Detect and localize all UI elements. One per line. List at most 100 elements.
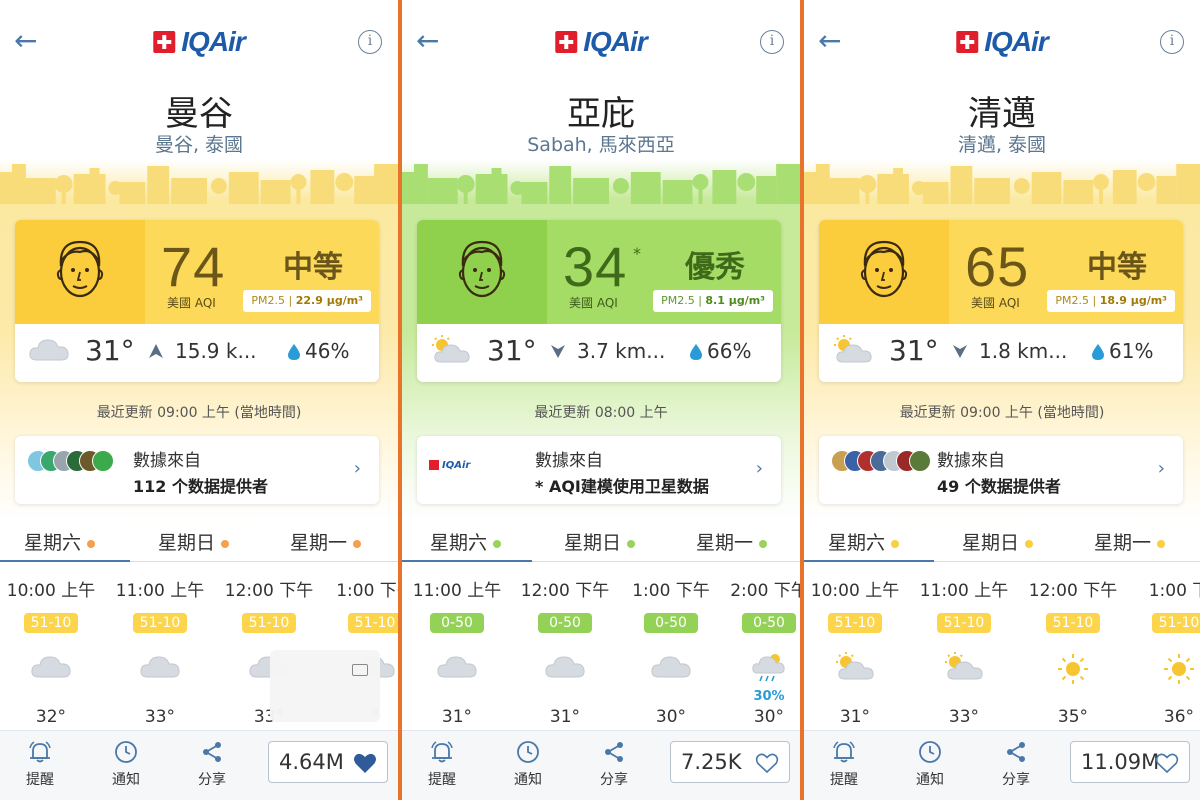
- wind-direction-icon: [549, 342, 567, 364]
- favorite-count: 7.25K: [681, 750, 742, 774]
- city-region: 清邁, 泰國: [957, 134, 1047, 156]
- partly-cloudy-icon: [831, 334, 875, 370]
- back-arrow-icon[interactable]: ←: [416, 24, 440, 57]
- humidity-drop-icon: [689, 343, 703, 365]
- active-tab-indicator: [402, 560, 532, 562]
- aqi-level: 中等: [283, 250, 343, 285]
- hour-time: 1:00 下: [1148, 581, 1200, 601]
- alerts-button[interactable]: 提醒: [10, 739, 70, 789]
- hourly-forecast-item: 11:00 上午 0-50 31°: [402, 576, 512, 727]
- source-logo: IQAir: [429, 452, 525, 478]
- aqi-card[interactable]: 65 美國 AQI 中等 PM2.5 | 18.9 µg/m³ 31° 1.8 km...…: [819, 220, 1183, 382]
- aqi-unit: 美國 AQI: [167, 296, 216, 310]
- aqi-card[interactable]: 34 * 美國 AQI 優秀 PM2.5 | 8.1 µg/m³ 31° 3.7 km...…: [417, 220, 781, 382]
- last-updated: 最近更新 09:00 上午 (當地時間): [96, 405, 302, 421]
- hour-time: 10:00 上午: [810, 581, 900, 601]
- rain-chance: 30%: [753, 689, 785, 704]
- aqi-dot: [1157, 539, 1166, 548]
- hour-aqi-badge: 0-50: [538, 613, 592, 633]
- face-icon: [417, 220, 547, 324]
- info-icon[interactable]: i: [1160, 30, 1184, 54]
- hour-time: 1:00 下午: [632, 581, 710, 601]
- share-button[interactable]: 分享: [986, 739, 1046, 789]
- notifications-button[interactable]: 通知: [900, 739, 960, 789]
- share-button[interactable]: 分享: [584, 739, 644, 789]
- hour-time: 11:00 上午: [919, 581, 1009, 601]
- current-temperature: 31°: [487, 334, 537, 367]
- day-tab[interactable]: 星期日: [564, 528, 636, 555]
- hour-aqi-badge: 51-10: [1152, 613, 1200, 633]
- hour-temperature: 35°: [1057, 707, 1089, 727]
- aqi-dot: [221, 539, 230, 548]
- day-tab[interactable]: 星期日: [962, 528, 1034, 555]
- provider-logos: [27, 450, 123, 476]
- hour-aqi-badge: 51-10: [348, 613, 398, 633]
- favorite-button[interactable]: 11.09M: [1070, 741, 1190, 783]
- hourly-forecast-item: 1:00 下午 0-50 30°: [616, 576, 726, 727]
- iqair-logo: IQAir: [555, 26, 648, 58]
- city-name: 曼谷: [165, 94, 233, 134]
- hourly-forecast-item: 1:00 下 51-10 36°: [1124, 576, 1200, 727]
- hour-temperature: 30°: [753, 707, 785, 727]
- day-tab[interactable]: 星期六: [24, 528, 96, 555]
- info-icon[interactable]: i: [760, 30, 784, 54]
- alerts-button[interactable]: 提醒: [814, 739, 874, 789]
- favorite-button[interactable]: 7.25K: [670, 741, 790, 783]
- back-arrow-icon[interactable]: ←: [818, 24, 842, 57]
- notifications-button[interactable]: 通知: [498, 739, 558, 789]
- top-bar: ← IQAir i: [804, 22, 1200, 64]
- chevron-right-icon: ›: [353, 458, 361, 479]
- data-source-card[interactable]: 數據來自 49 个数据提供者 ›: [819, 436, 1183, 504]
- aqi-card[interactable]: 74 美國 AQI 中等 PM2.5 | 22.9 µg/m³ 31° 15.9 k...…: [15, 220, 379, 382]
- pm25-badge: PM2.5 | 22.9 µg/m³: [243, 290, 371, 312]
- city-skyline: [0, 158, 398, 204]
- data-source-card[interactable]: IQAir 數據來自 * AQI建模使用卫星数据 ›: [417, 436, 781, 504]
- cloud-icon: [510, 651, 620, 697]
- hour-temperature: 31°: [441, 707, 473, 727]
- hour-temperature: 31°: [839, 707, 871, 727]
- data-source-card[interactable]: 數據來自 112 个数据提供者 ›: [15, 436, 379, 504]
- day-tab[interactable]: 星期一: [1094, 528, 1166, 555]
- video-icon: [352, 664, 368, 676]
- hour-aqi-badge: 51-10: [1046, 613, 1100, 633]
- face-icon: [819, 220, 949, 324]
- weather-row: 31° 15.9 k... 46%: [15, 324, 379, 382]
- city-skyline: [402, 158, 800, 204]
- partly-cloudy-icon: [909, 651, 1019, 697]
- hourly-forecast-item: 2:00 下午 0-50 30% 30°: [714, 576, 800, 727]
- share-button[interactable]: 分享: [182, 739, 242, 789]
- day-tab[interactable]: 星期一: [290, 528, 362, 555]
- aqi-value: 65: [965, 235, 1030, 298]
- source-detail: 49 个数据提供者: [937, 477, 1061, 496]
- hourly-forecast-item: 11:00 上午 51-10 33°: [105, 576, 215, 727]
- hourly-forecast-item: 12:00 下午 51-10 33°: [214, 576, 324, 727]
- day-tab[interactable]: 星期日: [158, 528, 230, 555]
- floating-overlay[interactable]: [270, 650, 380, 722]
- aqi-summary: 74 美國 AQI 中等 PM2.5 | 22.9 µg/m³: [15, 220, 379, 324]
- notifications-button[interactable]: 通知: [96, 739, 156, 789]
- source-detail: * AQI建模使用卫星数据: [535, 477, 709, 496]
- hour-time: 1:00 下午: [336, 581, 398, 601]
- info-icon[interactable]: i: [358, 30, 382, 54]
- aqi-unit: 美國 AQI: [971, 296, 1020, 310]
- hour-time: 11:00 上午: [115, 581, 205, 601]
- favorite-count: 4.64M: [279, 750, 344, 774]
- swiss-flag-icon: [555, 31, 578, 53]
- day-tab[interactable]: 星期一: [696, 528, 768, 555]
- back-arrow-icon[interactable]: ←: [14, 24, 38, 57]
- cloud-icon: [402, 651, 512, 697]
- day-tab[interactable]: 星期六: [828, 528, 900, 555]
- hour-time: 12:00 下午: [520, 581, 610, 601]
- hour-aqi-badge: 0-50: [742, 613, 796, 633]
- last-updated: 最近更新 09:00 上午 (當地時間): [899, 405, 1105, 421]
- alerts-button[interactable]: 提醒: [412, 739, 472, 789]
- day-tab[interactable]: 星期六: [430, 528, 502, 555]
- share-icon: [584, 739, 644, 767]
- city-region: 曼谷, 泰國: [154, 134, 244, 156]
- sun-icon: [1124, 651, 1200, 697]
- wind-speed: 3.7 km...: [577, 339, 666, 363]
- favorite-button[interactable]: 4.64M: [268, 741, 388, 783]
- active-tab-indicator: [0, 560, 130, 562]
- wind-direction-icon: [951, 342, 969, 364]
- current-temperature: 31°: [85, 334, 135, 367]
